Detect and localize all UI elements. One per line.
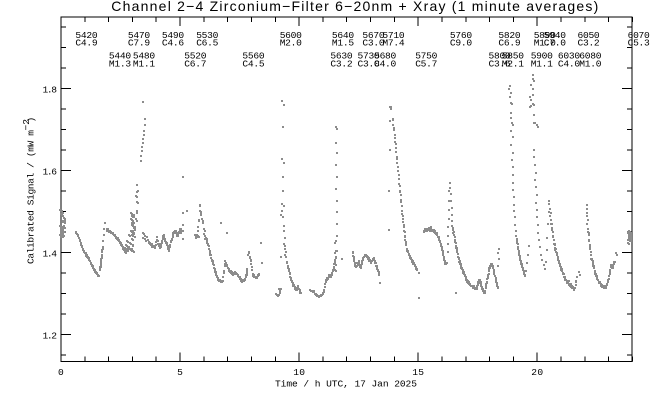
svg-text:5640: 5640 [332,30,354,41]
svg-text:Calibrated Signal / (mW m: Calibrated Signal / (mW m [26,130,37,264]
svg-text:1.8: 1.8 [43,84,58,95]
svg-text:6050: 6050 [578,30,600,41]
svg-text:0: 0 [58,367,64,378]
svg-text:M1.1: M1.1 [531,58,553,69]
svg-text:M1.0: M1.0 [579,58,601,69]
svg-text:5440: 5440 [109,51,131,62]
svg-text:Time / h UTC, 17 Jan 2025: Time / h UTC, 17 Jan 2025 [275,379,417,390]
svg-text:5730: 5730 [358,51,380,62]
svg-text:5800: 5800 [489,51,511,62]
svg-text:M2.1: M2.1 [502,58,524,69]
svg-text:−2: −2 [21,119,32,131]
svg-text:1.2: 1.2 [43,330,58,341]
svg-text:M2.0: M2.0 [280,38,302,49]
svg-text:C3.0: C3.0 [362,38,384,49]
svg-text:M1.0: M1.0 [534,38,556,49]
svg-text:6030: 6030 [558,51,580,62]
svg-text:M7.4: M7.4 [382,38,404,49]
svg-text:M1.1: M1.1 [133,58,155,69]
svg-text:C7.0: C7.0 [544,38,566,49]
svg-text:C4.5: C4.5 [242,58,264,69]
svg-text:C3.6: C3.6 [489,58,511,69]
svg-text:1.6: 1.6 [43,166,58,177]
svg-text:C3.0: C3.0 [358,58,380,69]
svg-text:6070: 6070 [628,30,650,41]
svg-text:5490: 5490 [162,30,184,41]
svg-text:C5.7: C5.7 [415,58,437,69]
svg-text:C7.9: C7.9 [128,38,150,49]
svg-text:5820: 5820 [498,30,520,41]
svg-text:5850: 5850 [502,51,524,62]
svg-text:5680: 5680 [374,51,396,62]
svg-text:20: 20 [531,367,543,378]
svg-text:C6.9: C6.9 [498,38,520,49]
svg-text:5480: 5480 [133,51,155,62]
svg-text:Channel 2−4 Zirconium−Filter 6: Channel 2−4 Zirconium−Filter 6−20nm + Xr… [111,0,598,14]
svg-text:5530: 5530 [196,30,218,41]
svg-text:C3.2: C3.2 [578,38,600,49]
svg-text:5520: 5520 [184,51,206,62]
svg-text:5600: 5600 [280,30,302,41]
svg-text:): ) [26,117,37,123]
svg-text:6080: 6080 [579,51,601,62]
svg-text:C5.3: C5.3 [628,38,650,49]
svg-text:5760: 5760 [450,30,472,41]
svg-text:1.4: 1.4 [43,248,58,259]
svg-text:5: 5 [177,367,183,378]
svg-text:5420: 5420 [75,30,97,41]
svg-text:10: 10 [293,367,305,378]
svg-text:C4.9: C4.9 [75,38,97,49]
svg-text:5750: 5750 [415,51,437,62]
svg-text:M1.3: M1.3 [109,58,131,69]
svg-text:5630: 5630 [330,51,352,62]
svg-text:C6.5: C6.5 [196,38,218,49]
svg-text:C6.7: C6.7 [184,58,206,69]
svg-text:M1.5: M1.5 [332,38,354,49]
svg-text:5560: 5560 [242,51,264,62]
svg-text:5890: 5890 [534,30,556,41]
svg-text:5900: 5900 [531,51,553,62]
svg-text:C4.0: C4.0 [374,58,396,69]
svg-text:C4.0: C4.0 [558,58,580,69]
svg-text:5940: 5940 [544,30,566,41]
svg-text:5470: 5470 [128,30,150,41]
svg-text:15: 15 [412,367,424,378]
svg-text:C3.2: C3.2 [330,58,352,69]
svg-text:5670: 5670 [362,30,384,41]
svg-text:C9.0: C9.0 [450,38,472,49]
svg-text:5710: 5710 [382,30,404,41]
svg-text:C4.6: C4.6 [162,38,184,49]
